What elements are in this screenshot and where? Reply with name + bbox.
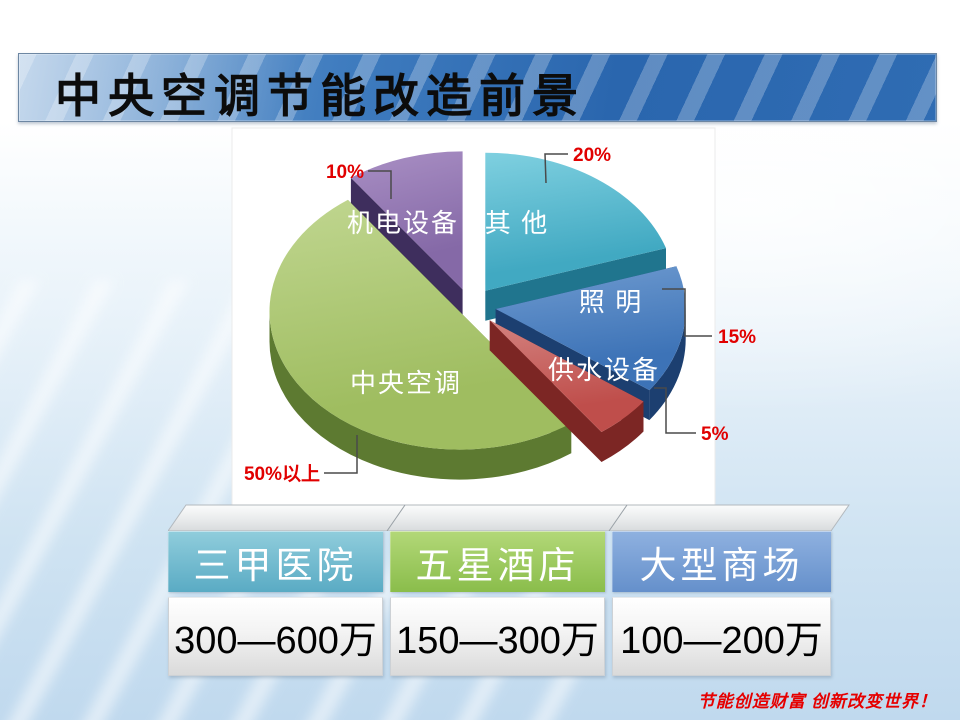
pie-slice-label: 中央空调 xyxy=(350,369,462,398)
pie-slice-label: 供水设备 xyxy=(548,356,660,385)
pie-slice-top xyxy=(269,199,572,450)
pie-slice-label: 照 明 xyxy=(579,288,644,317)
pie-slice-label: 其 他 xyxy=(485,209,550,238)
pie-callout-line xyxy=(544,153,568,184)
price-table: 三甲医院 300—600万 五星酒店 150—300万 大型商场 100—200… xyxy=(168,504,854,679)
pie-slice xyxy=(350,151,463,320)
pie-slice-side xyxy=(489,320,602,462)
pie-slice-rim xyxy=(649,309,686,421)
table-header-cell: 大型商场 xyxy=(612,531,831,592)
table-3d-seam xyxy=(608,504,628,531)
table-header-cell: 三甲医院 xyxy=(168,531,383,592)
table-columns: 三甲医院 300—600万 五星酒店 150—300万 大型商场 100—200… xyxy=(168,531,831,676)
pie-slice-rim xyxy=(601,401,644,462)
pie-callout-label: 20% xyxy=(573,145,611,166)
slogan-text: 节能创造财富 创新改变世界！ xyxy=(697,692,937,711)
pie-callout-line xyxy=(324,435,358,474)
pie-slice-top xyxy=(350,151,463,290)
table-value-cell: 100—200万 xyxy=(612,597,831,676)
pie-callout-label: 15% xyxy=(718,327,756,348)
table-value-cell: 300—600万 xyxy=(168,597,383,676)
table-3d-seam xyxy=(386,504,406,531)
table-3d-top-face xyxy=(168,504,850,531)
pie-slice-top xyxy=(495,266,686,391)
table-header-cell: 五星酒店 xyxy=(390,531,605,592)
table-column-mall: 大型商场 100—200万 xyxy=(612,531,831,676)
table-value-cell: 150—300万 xyxy=(390,597,605,676)
pie-slice-rim xyxy=(269,311,572,480)
pie-slice-top xyxy=(489,320,644,432)
title-banner: 中央空调节能改造前景 xyxy=(18,53,937,122)
pie-slice-side xyxy=(350,177,463,320)
pie-callout-line xyxy=(662,288,712,337)
table-3d-top xyxy=(168,504,850,531)
pie-callout-line xyxy=(368,170,392,199)
pie-slice xyxy=(489,320,644,462)
pie-callout-label: 50%以上 xyxy=(244,463,320,485)
pie-slice-label: 机电设备 xyxy=(347,209,459,238)
table-column-hotel: 五星酒店 150—300万 xyxy=(390,531,605,676)
pie-slice xyxy=(269,199,572,480)
table-column-hospital: 三甲医院 300—600万 xyxy=(168,531,383,676)
pie-callout-label: 5% xyxy=(701,424,729,445)
slide-title: 中央空调节能改造前景 xyxy=(55,71,585,122)
pie-callout-line xyxy=(654,387,696,434)
pie-callout-label: 10% xyxy=(326,162,364,183)
pie-slice-top xyxy=(485,152,666,291)
